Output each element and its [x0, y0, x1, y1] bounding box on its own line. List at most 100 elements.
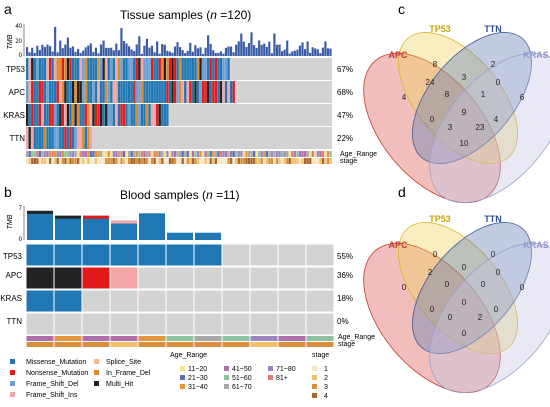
age-cell — [168, 151, 172, 157]
tmb-bar — [48, 46, 52, 56]
legend-swatch — [312, 366, 317, 371]
tmb-bar — [293, 50, 296, 56]
tmb-bar — [199, 47, 202, 56]
legend-label: 41~50 — [232, 366, 252, 373]
stage-cell — [214, 158, 217, 164]
mutation-cell — [138, 244, 166, 266]
mutation-cell — [74, 127, 77, 149]
tmb-bar — [133, 50, 136, 56]
stage-cell — [263, 158, 266, 164]
mutation-cell — [41, 58, 44, 80]
mutation-cell — [92, 104, 95, 126]
mutation-cell — [166, 104, 169, 126]
age-cell — [283, 151, 286, 157]
mutation-cell — [222, 81, 225, 103]
mutation-cell — [212, 81, 215, 103]
stage-cell — [133, 158, 136, 164]
age-cell — [99, 151, 103, 157]
tmb-bar — [97, 53, 100, 56]
mutation-cell — [69, 104, 72, 126]
mutation-cell — [135, 104, 138, 126]
age-cell — [125, 151, 128, 157]
mutation-cell — [77, 81, 80, 103]
tmb-bar — [168, 51, 171, 56]
age-cell — [270, 151, 274, 157]
age-cell — [64, 151, 67, 157]
age-cell — [61, 151, 64, 157]
age-cell — [194, 336, 222, 341]
panel-c-label: c — [398, 1, 405, 17]
age-cell — [41, 151, 44, 157]
age-cell — [298, 151, 302, 157]
venn-region-value: 8 — [445, 90, 450, 99]
mutation-cell — [97, 104, 100, 126]
age-cell — [31, 151, 34, 157]
age-cell — [77, 151, 80, 157]
age-cell — [255, 151, 258, 157]
stage-cell — [82, 342, 110, 347]
venn-region-value: 0 — [433, 250, 438, 259]
mutation-cell — [166, 244, 194, 266]
mutation-cell — [26, 127, 29, 149]
venn-set-label: KRAS — [523, 240, 549, 250]
age-cell — [291, 151, 294, 157]
legend-swatch — [268, 366, 273, 371]
stage-cell — [242, 158, 246, 164]
mutation-cell — [158, 58, 161, 80]
age-cell — [230, 151, 233, 157]
mutation-cell — [201, 81, 205, 103]
mutation-cell — [74, 81, 77, 103]
stage-cell — [258, 158, 261, 164]
mutation-cell — [161, 81, 164, 103]
mutation-cell — [66, 81, 70, 103]
tmb-bar — [314, 48, 317, 56]
panel-b-gene-ttn: TTN — [6, 317, 22, 326]
legend-label: Splice_Site — [106, 359, 141, 366]
empty-cell — [138, 313, 166, 335]
venn-set-kras — [429, 242, 550, 394]
tmb-bar — [245, 47, 248, 56]
venn-set-apc — [363, 52, 501, 204]
stage-cell — [153, 158, 156, 164]
mutation-cell — [135, 81, 138, 103]
venn-set-label: TTN — [484, 214, 502, 224]
mutation-cell — [105, 81, 108, 103]
mutation-cell — [110, 104, 113, 126]
tmb-bar — [329, 48, 332, 56]
stage-cell — [26, 158, 29, 164]
stage-cell — [252, 158, 256, 164]
mutation-cell — [51, 127, 54, 149]
legend-label: Nonsense_Mutation — [26, 370, 88, 377]
stage-cell — [168, 158, 172, 164]
empty-cell — [110, 313, 138, 335]
age-cell — [166, 151, 169, 157]
stage-cell — [64, 158, 67, 164]
legend-swatch — [180, 366, 185, 371]
empty-cell — [82, 313, 110, 335]
legend-swatch — [268, 375, 273, 380]
panel-b-pct-apc: 36% — [337, 271, 353, 280]
legend-swatch — [94, 359, 99, 364]
tmb-bar — [171, 52, 174, 56]
mutation-cell — [59, 104, 62, 126]
legend-swatch — [10, 381, 15, 386]
empty-cell — [250, 290, 278, 312]
mutation-cell — [87, 81, 90, 103]
tmb-bar — [153, 52, 156, 56]
mutation-cell — [133, 58, 136, 80]
stage-cell — [82, 158, 85, 164]
age-cell — [158, 151, 161, 157]
age-cell — [314, 151, 317, 157]
stage-cell — [158, 158, 161, 164]
mutation-cell — [56, 58, 59, 80]
stage-cell — [179, 158, 182, 164]
stage-cell — [260, 158, 263, 164]
stage-cell — [278, 342, 306, 347]
age-cell — [33, 151, 36, 157]
stage-cell — [224, 158, 228, 164]
stage-cell — [54, 342, 82, 347]
mutation-cell — [209, 58, 212, 80]
tmb-bar — [189, 42, 192, 56]
mutation-cell — [31, 58, 34, 80]
stage-cell — [69, 158, 72, 164]
